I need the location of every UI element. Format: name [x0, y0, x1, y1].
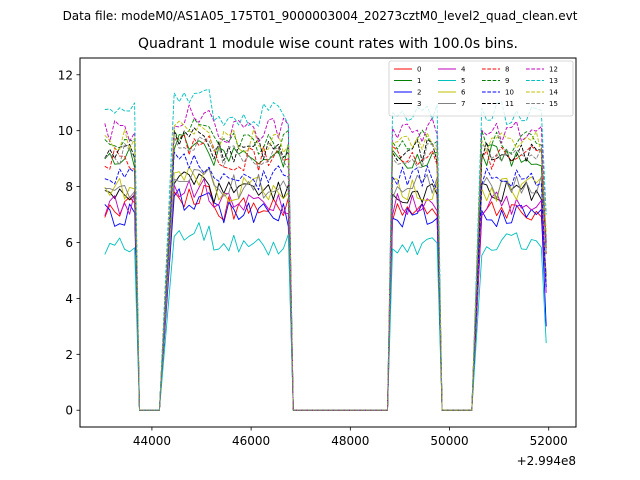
- legend-label-0: 0: [417, 66, 421, 74]
- x-tick-label: 44000: [133, 434, 171, 448]
- series-line-11: [104, 127, 547, 411]
- y-tick-label: 8: [65, 180, 73, 194]
- legend-label-1: 1: [417, 77, 421, 85]
- legend-frame: [388, 60, 574, 117]
- y-tick-label: 4: [65, 292, 73, 306]
- x-tick-label: 52000: [530, 434, 568, 448]
- y-tick-label: 12: [58, 68, 73, 82]
- legend-label-2: 2: [417, 89, 421, 97]
- legend-label-11: 11: [505, 100, 514, 108]
- legend-label-3: 3: [417, 100, 421, 108]
- chart-title: Quadrant 1 module wise count rates with …: [138, 36, 518, 52]
- legend-label-9: 9: [505, 77, 509, 85]
- y-tick-label: 0: [65, 404, 73, 418]
- legend-label-8: 8: [505, 66, 509, 74]
- y-axis: 0 2 4 6 8 10 12: [58, 68, 80, 418]
- legend-label-12: 12: [549, 66, 558, 74]
- x-tick-label: 48000: [331, 434, 369, 448]
- legend-label-7: 7: [461, 100, 465, 108]
- legend-label-15: 15: [549, 100, 558, 108]
- legend-label-14: 14: [549, 89, 558, 97]
- y-tick-label: 2: [65, 348, 73, 362]
- legend-label-10: 10: [505, 89, 514, 97]
- x-tick-label: 46000: [232, 434, 270, 448]
- legend-label-13: 13: [549, 77, 558, 85]
- figure-suptitle: Data file: modeM0/AS1A05_175T01_90000030…: [63, 9, 578, 23]
- legend-label-5: 5: [461, 77, 465, 85]
- x-tick-label: 50000: [430, 434, 468, 448]
- y-tick-label: 6: [65, 236, 73, 250]
- x-axis-offset-label: +2.994e8: [517, 454, 576, 468]
- series-layer: [104, 88, 547, 411]
- legend-label-4: 4: [461, 66, 466, 74]
- y-tick-label: 10: [58, 124, 73, 138]
- x-axis: 44000 46000 48000 50000 52000: [133, 427, 568, 448]
- series-line-15: [104, 136, 547, 411]
- legend-label-6: 6: [461, 89, 466, 97]
